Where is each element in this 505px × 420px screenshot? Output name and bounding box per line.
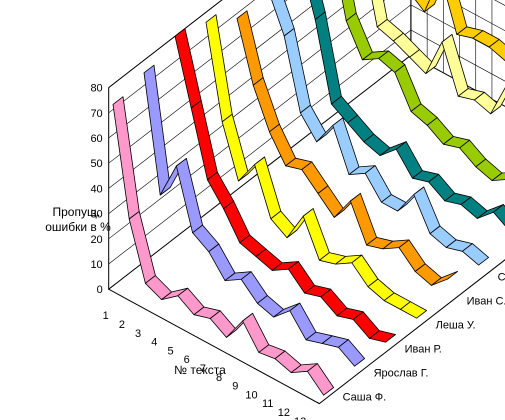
series-4-segment-13 — [492, 204, 505, 227]
series-2-segment-9 — [490, 87, 505, 115]
series-6-segment-1 — [236, 10, 264, 86]
x-tick-label: 1 — [103, 310, 109, 322]
series-7-segment-13 — [399, 301, 428, 319]
gridline-40 — [108, 0, 505, 189]
series-5-segment-7 — [364, 165, 392, 203]
series-2 — [371, 0, 505, 115]
gridline-60 — [108, 0, 288, 139]
y-axis-title: Пропущ. ошибки в % — [45, 205, 111, 234]
floor-edge — [108, 259, 505, 405]
x-tick-label: 3 — [135, 328, 141, 340]
x-tick-labels: 1234567891011121314 — [103, 310, 307, 420]
series-3-segment-2 — [345, 12, 373, 61]
series-label: Саша Ф. — [343, 391, 387, 403]
y-tick-label: 20 — [90, 234, 102, 246]
series-1 — [414, 0, 505, 62]
series-4-segment-2 — [314, 11, 342, 105]
series-10 — [112, 96, 335, 396]
series-2-segment-6 — [441, 34, 469, 97]
y-tick-label: 40 — [90, 183, 102, 195]
series-8-segment-1 — [174, 28, 202, 109]
series-9-segment-5 — [208, 243, 236, 282]
series-label: Иван Р. — [405, 343, 442, 355]
series-8-segment-13 — [368, 330, 397, 343]
series-10-segment-2 — [128, 210, 156, 284]
series-9-segment-13 — [337, 339, 366, 367]
x-tick-label: 10 — [245, 389, 257, 401]
x-axis-title: № текста — [174, 363, 226, 377]
series-ribbons — [112, 0, 505, 396]
series-label: Ярослав Г. — [374, 367, 429, 379]
y-tick-label: 70 — [90, 108, 102, 120]
x-tick-label: 13 — [294, 416, 306, 420]
chart-walls — [108, 0, 505, 405]
series-5-segment-1 — [271, 0, 295, 37]
series-7 — [205, 14, 428, 319]
series-8-segment-4 — [223, 200, 251, 244]
side-wall — [108, 0, 412, 291]
series-10-segment-13 — [306, 363, 335, 396]
series-9-segment-1 — [143, 64, 171, 196]
series-8-segment-3 — [206, 171, 235, 210]
series-7-segment-4 — [254, 156, 282, 220]
series-3-segment-5 — [394, 64, 422, 112]
series-4 — [309, 0, 505, 227]
y-axis-title-line-2: ошибки в % — [45, 220, 111, 234]
series-5-segment-10 — [413, 186, 441, 235]
series-5 — [271, 0, 490, 266]
y-axis-title-line-1: Пропущ. — [52, 205, 100, 219]
x-tick-label: 9 — [232, 381, 238, 393]
y-tick-label: 50 — [90, 158, 102, 170]
series-10-segment-9 — [242, 312, 270, 353]
x-tick-label: 8 — [216, 372, 222, 384]
series-3-segment-11 — [491, 172, 505, 182]
series-6-segment-13 — [430, 270, 459, 286]
y-tick-labels: 0 10 20 30 40 50 60 70 80 — [90, 83, 102, 297]
x-tick-label: 4 — [151, 337, 157, 349]
series-labels: Вадим Н.Никита В.Сережа К.Вика Н.Сережа … — [343, 271, 505, 403]
x-tick-label: 11 — [262, 398, 273, 410]
y-tick-label: 60 — [90, 133, 102, 145]
series-label: Иван С. — [467, 295, 505, 307]
series-6-segment-8 — [349, 192, 378, 246]
x-tick-label: 7 — [200, 363, 206, 375]
series-9 — [143, 64, 366, 367]
y-tick-label: 30 — [90, 209, 102, 221]
series-5-segment-13 — [461, 243, 490, 266]
x-tick-label: 5 — [167, 345, 173, 357]
gridline-10 — [108, 29, 505, 265]
gridline-80 — [108, 0, 223, 88]
series-8 — [174, 28, 397, 343]
series-7-segment-1 — [205, 14, 233, 123]
y-tick-label: 80 — [90, 83, 102, 95]
series-6 — [236, 10, 459, 286]
series-1-segment-3 — [423, 0, 437, 13]
x-tick-label: 2 — [119, 319, 125, 331]
series-6-segment-3 — [268, 123, 297, 167]
series-9-segment-10 — [289, 302, 317, 341]
series-label: Сережа Т. — [498, 271, 505, 283]
series-9-segment-3 — [175, 157, 204, 234]
x-tick-label: 12 — [278, 407, 290, 419]
series-7-segment-7 — [302, 208, 330, 261]
series-10-segment-1 — [112, 96, 140, 220]
x-tick-label: 6 — [184, 354, 190, 366]
series-4-segment-7 — [395, 141, 423, 179]
y-tick-label: 10 — [90, 259, 102, 271]
series-8-segment-2 — [190, 100, 218, 181]
series-label: Леша У. — [436, 319, 476, 331]
y-tick-label: 0 — [97, 284, 103, 296]
series-3 — [341, 0, 505, 182]
gridline-50 — [108, 0, 320, 164]
series-1-segment-7 — [488, 39, 505, 62]
